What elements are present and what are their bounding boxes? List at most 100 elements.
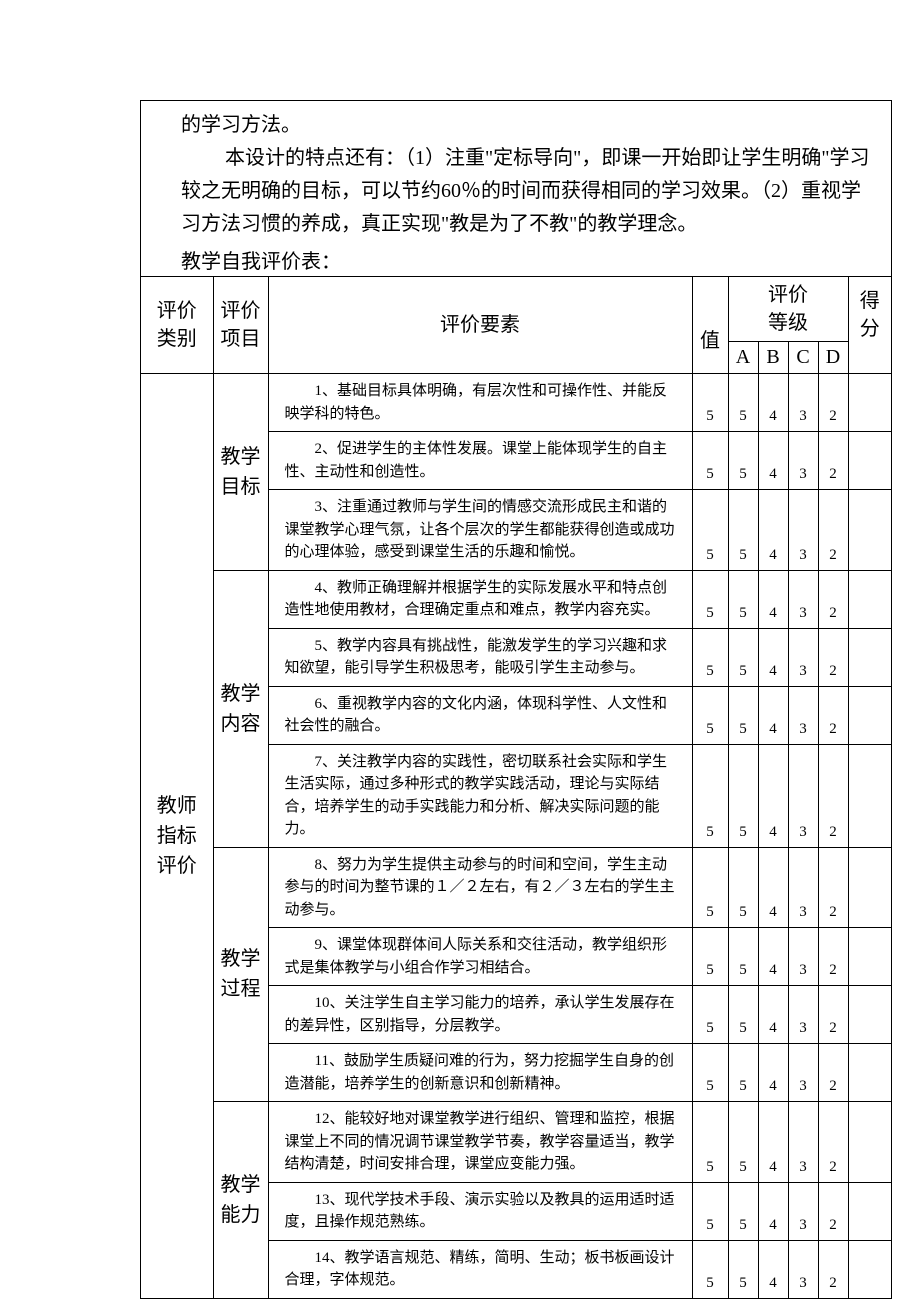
hdr-C: C (788, 342, 818, 374)
score-cell[interactable] (848, 570, 891, 628)
value-cell: 5 (692, 1044, 728, 1102)
grade-cell-A: 5 (728, 686, 758, 744)
element-cell: 6、重视教学内容的文化内涵，体现科学性、人文性和社会性的融合。 (268, 686, 692, 744)
hdr-score: 得分 (848, 277, 891, 374)
score-cell[interactable] (848, 374, 891, 432)
grade-cell-A: 5 (728, 1240, 758, 1298)
grade-cell-C: 3 (788, 1240, 818, 1298)
grade-cell-B: 4 (758, 986, 788, 1044)
grade-cell-D: 2 (818, 1044, 848, 1102)
value-cell: 5 (692, 570, 728, 628)
table-caption: 教学自我评价表： (141, 245, 891, 276)
score-cell[interactable] (848, 628, 891, 686)
evaluation-table: 评价类别 评价项目 评价要素 值 评价等级 得分 A B C D 教师指标评价教… (141, 276, 891, 1299)
grade-cell-B: 4 (758, 1044, 788, 1102)
score-cell[interactable] (848, 1044, 891, 1102)
grade-cell-A: 5 (728, 570, 758, 628)
grade-cell-A: 5 (728, 928, 758, 986)
score-cell[interactable] (848, 986, 891, 1044)
grade-cell-A: 5 (728, 744, 758, 847)
element-cell: 4、教师正确理解并根据学生的实际发展水平和特点创造性地使用教材，合理确定重点和难… (268, 570, 692, 628)
grade-cell-D: 2 (818, 570, 848, 628)
grade-cell-C: 3 (788, 686, 818, 744)
element-cell: 14、教学语言规范、精练，简明、生动；板书板画设计合理，字体规范。 (268, 1240, 692, 1298)
section-label-cell: 教学内容 (213, 570, 268, 847)
score-cell[interactable] (848, 1240, 891, 1298)
grade-cell-A: 5 (728, 432, 758, 490)
value-cell: 5 (692, 1182, 728, 1240)
document-page: 的学习方法。 本设计的特点还有：（1）注重"定标导向"，即课一开始即让学生明确"… (0, 0, 920, 1299)
grade-cell-A: 5 (728, 1044, 758, 1102)
table-row: 教学内容4、教师正确理解并根据学生的实际发展水平和特点创造性地使用教材，合理确定… (141, 570, 891, 628)
grade-cell-D: 2 (818, 928, 848, 986)
grade-cell-D: 2 (818, 744, 848, 847)
value-cell: 5 (692, 1102, 728, 1183)
category-cell: 教师指标评价 (141, 374, 213, 1299)
outer-frame: 的学习方法。 本设计的特点还有：（1）注重"定标导向"，即课一开始即让学生明确"… (140, 100, 892, 1299)
hdr-value: 值 (692, 277, 728, 374)
grade-cell-D: 2 (818, 490, 848, 571)
grade-cell-C: 3 (788, 1182, 818, 1240)
grade-cell-A: 5 (728, 1182, 758, 1240)
element-cell: 13、现代学技术手段、演示实验以及教具的运用适时适度，且操作规范熟练。 (268, 1182, 692, 1240)
hdr-item: 评价项目 (213, 277, 268, 374)
grade-cell-A: 5 (728, 986, 758, 1044)
hdr-D: D (818, 342, 848, 374)
element-cell: 8、努力为学生提供主动参与的时间和空间，学生主动参与的时间为整节课的１／２左右，… (268, 847, 692, 928)
grade-cell-C: 3 (788, 490, 818, 571)
element-cell: 10、关注学生自主学习能力的培养，承认学生发展存在的差异性，区别指导，分层教学。 (268, 986, 692, 1044)
value-cell: 5 (692, 986, 728, 1044)
element-cell: 2、促进学生的主体性发展。课堂上能体现学生的自主性、主动性和创造性。 (268, 432, 692, 490)
score-cell[interactable] (848, 847, 891, 928)
intro-para-2: 本设计的特点还有：（1）注重"定标导向"，即课一开始即让学生明确"学习较之无明确… (181, 142, 879, 241)
grade-cell-B: 4 (758, 847, 788, 928)
grade-cell-D: 2 (818, 686, 848, 744)
element-cell: 12、能较好地对课堂教学进行组织、管理和监控，根据课堂上不同的情况调节课堂教学节… (268, 1102, 692, 1183)
grade-cell-B: 4 (758, 432, 788, 490)
grade-cell-B: 4 (758, 928, 788, 986)
grade-cell-D: 2 (818, 1182, 848, 1240)
grade-cell-D: 2 (818, 432, 848, 490)
score-cell[interactable] (848, 490, 891, 571)
grade-cell-D: 2 (818, 1102, 848, 1183)
grade-cell-C: 3 (788, 628, 818, 686)
grade-cell-B: 4 (758, 628, 788, 686)
value-cell: 5 (692, 928, 728, 986)
hdr-A: A (728, 342, 758, 374)
section-label-cell: 教学目标 (213, 374, 268, 571)
table-row: 教学能力12、能较好地对课堂教学进行组织、管理和监控，根据课堂上不同的情况调节课… (141, 1102, 891, 1183)
grade-cell-B: 4 (758, 374, 788, 432)
score-cell[interactable] (848, 432, 891, 490)
grade-cell-D: 2 (818, 374, 848, 432)
score-cell[interactable] (848, 928, 891, 986)
element-cell: 3、注重通过教师与学生间的情感交流形成民主和谐的课堂教学心理气氛，让各个层次的学… (268, 490, 692, 571)
grade-cell-B: 4 (758, 1240, 788, 1298)
table-body: 教师指标评价教学目标1、基础目标具体明确，有层次性和可操作性、并能反映学科的特色… (141, 374, 891, 1299)
grade-cell-B: 4 (758, 1102, 788, 1183)
grade-cell-C: 3 (788, 986, 818, 1044)
value-cell: 5 (692, 744, 728, 847)
hdr-category: 评价类别 (141, 277, 213, 374)
hdr-B: B (758, 342, 788, 374)
score-cell[interactable] (848, 1102, 891, 1183)
value-cell: 5 (692, 847, 728, 928)
score-cell[interactable] (848, 1182, 891, 1240)
grade-cell-C: 3 (788, 1102, 818, 1183)
element-cell: 7、关注教学内容的实践性，密切联系社会实际和学生生活实际，通过多种形式的教学实践… (268, 744, 692, 847)
score-cell[interactable] (848, 744, 891, 847)
value-cell: 5 (692, 374, 728, 432)
element-cell: 9、课堂体现群体间人际关系和交往活动，教学组织形式是集体教学与小组合作学习相结合… (268, 928, 692, 986)
hdr-element: 评价要素 (268, 277, 692, 374)
intro-line-1: 的学习方法。 (181, 109, 879, 142)
table-row: 教学过程8、努力为学生提供主动参与的时间和空间，学生主动参与的时间为整节课的１／… (141, 847, 891, 928)
grade-cell-D: 2 (818, 1240, 848, 1298)
value-cell: 5 (692, 432, 728, 490)
value-cell: 5 (692, 686, 728, 744)
score-cell[interactable] (848, 686, 891, 744)
grade-cell-A: 5 (728, 1102, 758, 1183)
grade-cell-A: 5 (728, 847, 758, 928)
element-cell: 11、鼓励学生质疑问难的行为，努力挖掘学生自身的创造潜能，培养学生的创新意识和创… (268, 1044, 692, 1102)
grade-cell-B: 4 (758, 490, 788, 571)
grade-cell-C: 3 (788, 744, 818, 847)
table-row: 教师指标评价教学目标1、基础目标具体明确，有层次性和可操作性、并能反映学科的特色… (141, 374, 891, 432)
